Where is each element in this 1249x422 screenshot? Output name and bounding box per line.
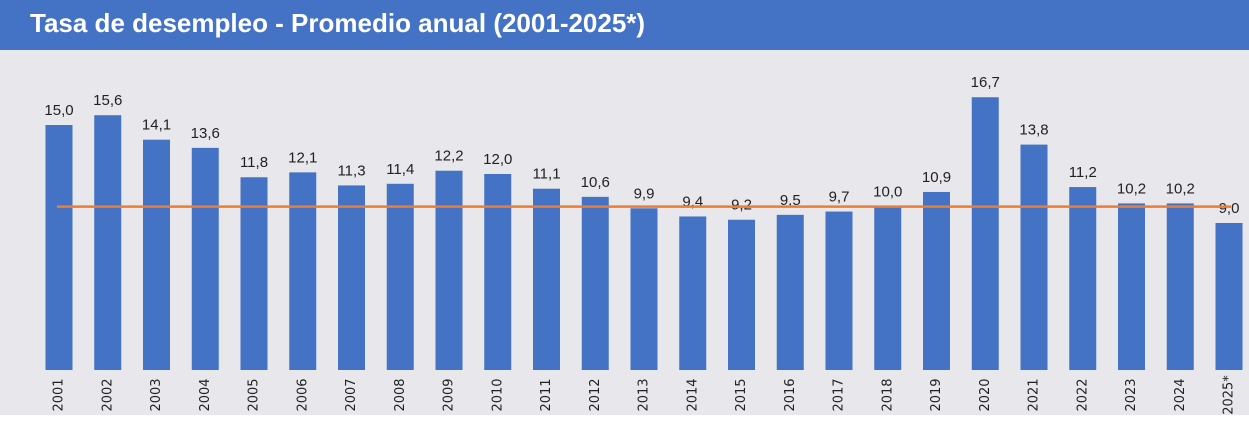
bar (191, 147, 219, 370)
x-tick-label: 2023 (1124, 378, 1139, 411)
value-label: 10,0 (873, 184, 902, 201)
value-label: 10,9 (922, 169, 951, 186)
x-tick-label: 2008 (393, 378, 408, 411)
value-label: 15,0 (44, 102, 73, 119)
x-tick-label: 2012 (588, 378, 603, 411)
value-label: 16,7 (971, 74, 1000, 91)
x-tick-label: 2015 (734, 378, 749, 411)
value-label: 11,1 (532, 166, 560, 183)
bar (338, 185, 365, 370)
bar (94, 115, 122, 370)
value-label: 15,6 (93, 92, 122, 109)
x-tick-label: 2010 (490, 378, 505, 411)
bar (825, 211, 853, 370)
value-label: 12,0 (483, 151, 512, 168)
bar (971, 97, 999, 370)
x-tick-label: 2014 (685, 378, 700, 411)
value-label: 13,8 (1019, 122, 1048, 139)
value-label: 9,9 (634, 185, 655, 202)
chart-title: Tasa de desempleo - Promedio anual (2001… (30, 8, 645, 38)
bar (1215, 223, 1243, 370)
value-label: 10,6 (581, 174, 610, 191)
value-label: 10,2 (1166, 180, 1195, 197)
x-tick-label: 2007 (344, 378, 359, 411)
bar (1166, 203, 1194, 370)
value-label: 9,5 (780, 192, 801, 209)
bar (533, 188, 560, 370)
bar (386, 183, 414, 370)
x-tick-label: 2024 (1173, 378, 1188, 411)
x-tick-label: 2016 (783, 378, 798, 411)
value-label: 9,7 (829, 189, 850, 206)
bar (240, 177, 268, 370)
bar (1118, 203, 1145, 370)
title-banner (0, 0, 1249, 50)
x-tick-label: 2002 (100, 378, 115, 411)
bar (143, 139, 170, 370)
x-tick-label: 2018 (880, 378, 895, 411)
x-tick-label: 2009 (442, 378, 457, 411)
value-label: 11,8 (240, 154, 268, 171)
value-label: 12,2 (434, 148, 463, 165)
value-label: 9,0 (1219, 200, 1240, 217)
bar (728, 219, 755, 370)
value-label: 14,1 (142, 117, 171, 134)
x-tick-label: 2021 (1027, 378, 1042, 411)
bar (679, 216, 707, 370)
x-tick-label: 2025* (1222, 375, 1237, 415)
bar (630, 208, 658, 370)
x-tick-label: 2013 (637, 378, 652, 411)
bar (45, 125, 73, 370)
value-label: 9,2 (731, 197, 752, 214)
bar (484, 174, 512, 370)
bar (923, 191, 950, 370)
x-tick-label: 2017 (832, 378, 847, 411)
bar (1020, 144, 1048, 370)
x-tick-label: 2005 (247, 378, 262, 411)
bar (776, 214, 804, 370)
value-label: 13,6 (191, 125, 220, 142)
bar (435, 170, 463, 370)
x-tick-label: 2006 (295, 378, 310, 411)
bar (289, 172, 317, 370)
x-tick-label: 2011 (539, 378, 554, 411)
x-tick-label: 2001 (52, 378, 67, 411)
value-label: 11,3 (337, 162, 365, 179)
value-label: 11,2 (1069, 164, 1097, 181)
bar (874, 206, 902, 370)
bar (1069, 187, 1097, 370)
x-tick-label: 2019 (929, 378, 944, 411)
x-tick-label: 2022 (1075, 378, 1090, 411)
x-tick-label: 2020 (978, 378, 993, 411)
value-label: 10,2 (1117, 180, 1146, 197)
bar (581, 196, 609, 370)
value-label: 12,1 (288, 149, 317, 166)
x-tick-label: 2003 (149, 378, 164, 411)
x-tick-label: 2004 (198, 378, 213, 411)
value-label: 11,4 (386, 161, 414, 178)
